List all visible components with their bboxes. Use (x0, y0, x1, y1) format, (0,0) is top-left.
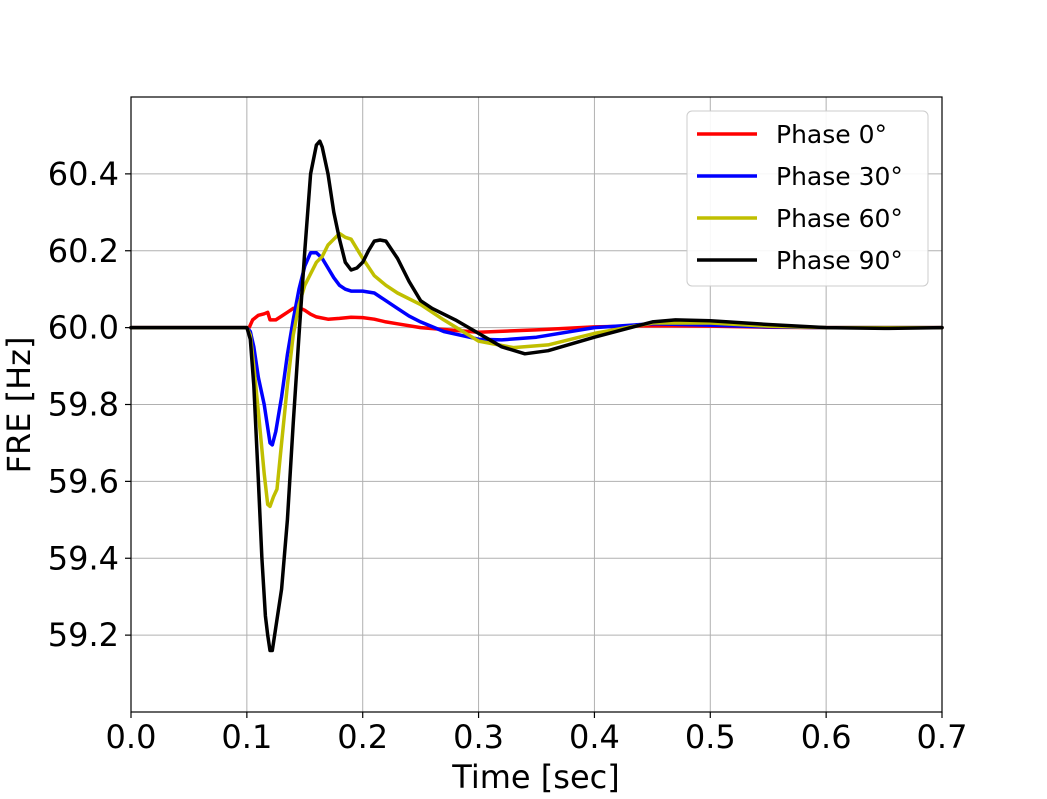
series-line-2 (129, 250, 944, 447)
x-tick-label: 0.3 (453, 718, 504, 756)
legend-label-2: Phase 30° (776, 162, 903, 191)
legend: Phase 0° Phase 30° Phase 60° Phase 90° (686, 110, 929, 287)
x-tick-label: 0.4 (569, 718, 620, 756)
x-tick-label: 0.5 (685, 718, 736, 756)
series-line-3 (129, 231, 944, 509)
x-tick-label: 0.2 (337, 718, 388, 756)
y-tick-label: 60.2 (48, 232, 119, 270)
y-axis-ticks: 59.2 59.4 59.6 59.8 60.0 60.2 60.4 (48, 155, 131, 654)
legend-label-1: Phase 0° (776, 120, 887, 149)
series-line-4 (129, 139, 944, 653)
y-tick-label: 59.2 (48, 616, 119, 654)
y-tick-label: 60.0 (48, 309, 119, 347)
x-tick-label: 0.0 (106, 718, 157, 756)
legend-box (686, 110, 929, 287)
x-axis-label: Time [sec] (451, 758, 619, 796)
x-tick-label: 0.7 (917, 718, 968, 756)
x-axis-ticks: 0.0 0.1 0.2 0.3 0.4 0.5 0.6 0.7 (106, 712, 968, 756)
y-tick-label: 59.8 (48, 386, 119, 424)
y-tick-label: 59.4 (48, 539, 119, 577)
y-axis-label: FRE [Hz] (0, 337, 38, 474)
y-tick-label: 60.4 (48, 155, 119, 193)
y-tick-label: 59.6 (48, 462, 119, 500)
legend-label-4: Phase 90° (776, 246, 903, 275)
x-tick-label: 0.1 (221, 718, 272, 756)
x-tick-label: 0.6 (801, 718, 852, 756)
series-lines (129, 139, 944, 653)
legend-label-3: Phase 60° (776, 204, 903, 233)
